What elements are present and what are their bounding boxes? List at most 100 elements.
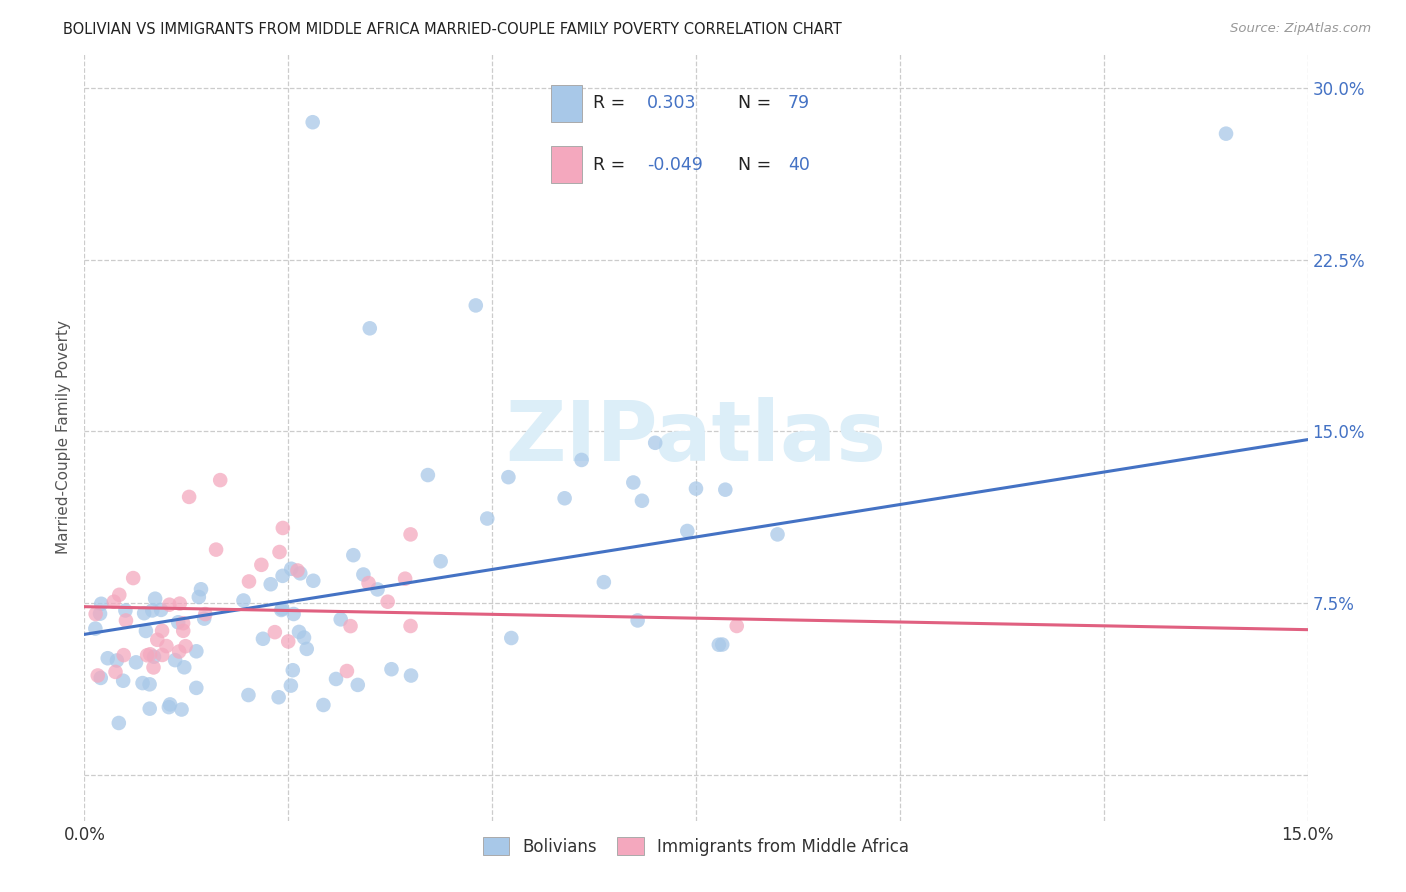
Point [631,493,654,508]
Point [169,597,191,611]
Point [157,598,180,612]
Point [150,603,173,617]
Point [186,681,208,695]
Point [114,603,136,617]
Point [134,606,156,620]
Point [394,572,416,586]
Point [84,607,107,621]
Point [186,644,208,658]
Point [90,597,112,611]
Point [366,582,388,597]
Point [302,574,325,588]
Point [357,576,380,591]
Point [1215,127,1237,141]
Point [131,676,153,690]
Point [416,468,439,483]
Point [84,622,107,636]
Point [267,690,290,705]
Point [190,582,212,597]
Point [90,671,112,685]
Point [271,521,294,535]
Point [179,490,201,504]
Point [711,638,734,652]
Point [325,672,347,686]
Point [146,632,169,647]
Point [329,612,352,626]
Point [187,590,209,604]
Point [312,698,335,712]
Point [193,612,215,626]
Point [103,595,125,609]
Point [571,453,593,467]
Point [292,631,315,645]
Point [271,601,294,615]
Point [399,668,422,682]
Y-axis label: Married-Couple Family Poverty: Married-Couple Family Poverty [56,320,72,554]
Point [139,647,162,661]
Point [170,702,193,716]
Legend: Bolivians, Immigrants from Middle Africa: Bolivians, Immigrants from Middle Africa [477,830,915,863]
Point [238,688,260,702]
Point [377,595,399,609]
Point [172,624,194,638]
Point [498,470,520,484]
Point [269,545,291,559]
Point [685,482,707,496]
Point [380,662,402,676]
Point [287,564,309,578]
Point [501,631,523,645]
Point [429,554,451,568]
Point [150,648,173,662]
Point [252,632,274,646]
Point [621,475,644,490]
Point [167,615,190,630]
Point [301,115,323,129]
Point [627,614,650,628]
Point [464,298,486,312]
Point [238,574,260,589]
Point [336,664,359,678]
Point [288,624,311,639]
Point [172,616,194,631]
Point [707,638,730,652]
Text: Source: ZipAtlas.com: Source: ZipAtlas.com [1230,22,1371,36]
Point [209,473,232,487]
Point [295,641,318,656]
Point [135,624,157,638]
Point [108,588,131,602]
Point [143,591,166,606]
Point [108,716,131,731]
Text: BOLIVIAN VS IMMIGRANTS FROM MIDDLE AFRICA MARRIED-COUPLE FAMILY POVERTY CORRELAT: BOLIVIAN VS IMMIGRANTS FROM MIDDLE AFRIC… [63,22,842,37]
Point [89,607,111,621]
Point [125,656,148,670]
Point [339,619,361,633]
Point [115,614,138,628]
Point [174,639,197,653]
Point [554,491,576,506]
Point [359,321,381,335]
Point [122,571,145,585]
Point [150,624,173,638]
Point [399,619,422,633]
Point [346,678,368,692]
Point [342,548,364,562]
Point [138,677,160,691]
Point [281,663,304,677]
Point [104,665,127,679]
Point [167,644,190,658]
Point [136,648,159,663]
Point [290,566,312,581]
Text: ZIPatlas: ZIPatlas [506,397,886,477]
Point [280,562,302,576]
Point [250,558,273,572]
Point [173,660,195,674]
Point [271,569,294,583]
Point [205,542,228,557]
Point [141,603,163,617]
Point [352,567,374,582]
Point [270,603,292,617]
Point [277,634,299,648]
Point [644,435,666,450]
Point [165,653,187,667]
Point [87,668,110,682]
